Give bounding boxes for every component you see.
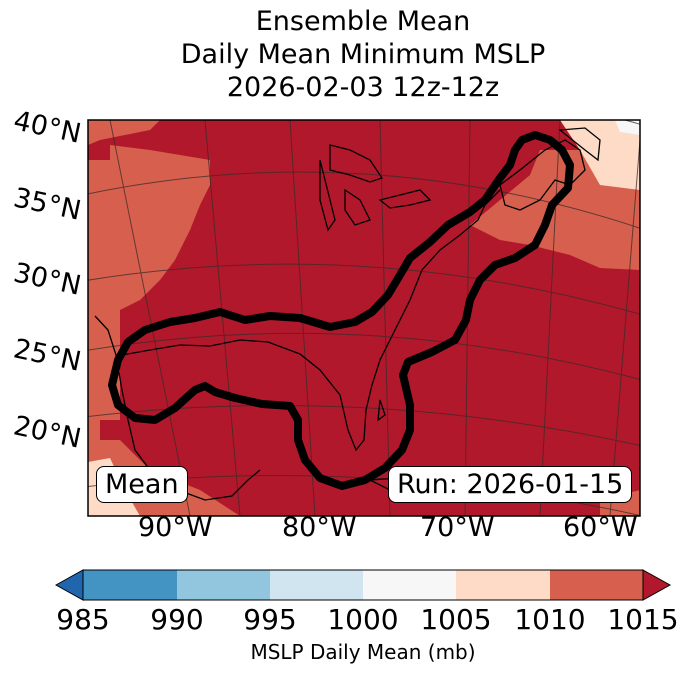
colorbar-tick-995: 995 xyxy=(243,603,297,636)
run-label-box: Run: 2026-01-15 xyxy=(388,466,633,503)
chart-title-line1: Ensemble Mean xyxy=(255,6,471,37)
lon-label-60w: 60°W xyxy=(563,512,638,543)
pressure-fill-1000-1005-northeast xyxy=(560,120,640,190)
mean-label-box: Mean xyxy=(96,466,188,503)
colorbar-segment-985-990 xyxy=(83,570,177,600)
colorbar-tick-1015: 1015 xyxy=(607,603,679,636)
colorbar-segment-990-995 xyxy=(177,570,270,600)
colorbar xyxy=(54,569,672,601)
lon-label-80w: 80°W xyxy=(282,512,357,543)
colorbar-tick-985: 985 xyxy=(56,603,110,636)
colorbar-segment-1000-1005 xyxy=(363,570,456,600)
colorbar-frame xyxy=(82,569,644,601)
colorbar-segment-1005-1010 xyxy=(456,570,550,600)
colorbar-extend-high xyxy=(642,569,672,601)
chart-title-line3: 2026-02-03 12z-12z xyxy=(226,72,500,103)
map-canvas xyxy=(87,119,641,517)
map-frame xyxy=(87,119,641,517)
pressure-fill-995-1000 xyxy=(615,120,640,135)
lon-label-70w: 70°W xyxy=(420,512,495,543)
colorbar-tick-1005: 1005 xyxy=(420,603,492,636)
colorbar-tick-990: 990 xyxy=(150,603,204,636)
lon-label-90w: 90°W xyxy=(138,512,213,543)
colorbar-tick-1000: 1000 xyxy=(327,603,399,636)
colorbar-tick-1010: 1010 xyxy=(514,603,586,636)
colorbar-extend-low xyxy=(54,569,84,601)
colorbar-segment-995-1000 xyxy=(270,570,363,600)
mean-pressure-contour xyxy=(108,131,574,490)
colorbar-label: MSLP Daily Mean (mb) xyxy=(250,640,476,664)
chart-title-line2: Daily Mean Minimum MSLP xyxy=(180,39,546,70)
pressure-fill-1005-1010-topleft xyxy=(88,120,160,145)
colorbar-segment-1010-1015 xyxy=(550,570,643,600)
